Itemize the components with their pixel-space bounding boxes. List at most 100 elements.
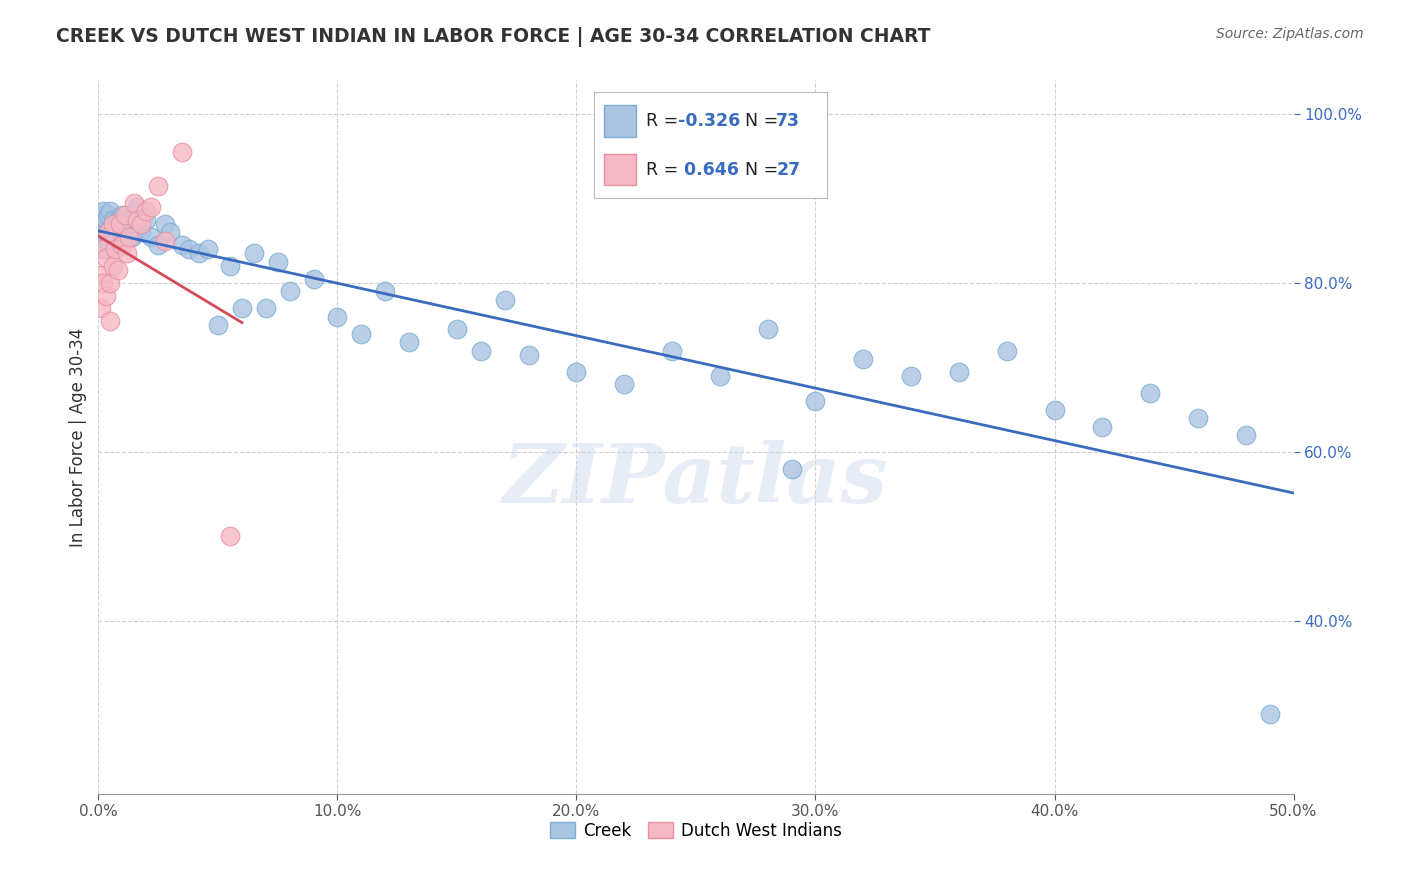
Point bbox=[107, 212, 129, 227]
Point bbox=[709, 368, 731, 383]
Point bbox=[254, 301, 277, 316]
Point bbox=[97, 225, 120, 239]
Point bbox=[107, 221, 129, 235]
Point bbox=[900, 368, 922, 383]
Point bbox=[187, 246, 209, 260]
Point bbox=[374, 285, 396, 299]
Point bbox=[124, 217, 146, 231]
Point bbox=[91, 234, 114, 248]
Point bbox=[125, 212, 148, 227]
Point bbox=[267, 255, 290, 269]
Point bbox=[98, 204, 122, 219]
Point bbox=[995, 343, 1018, 358]
Point bbox=[661, 343, 683, 358]
Point bbox=[104, 242, 127, 256]
Point bbox=[118, 212, 141, 227]
Point bbox=[94, 242, 117, 256]
Point bbox=[1234, 428, 1257, 442]
Point bbox=[91, 276, 114, 290]
Point bbox=[115, 217, 138, 231]
Point bbox=[1139, 385, 1161, 400]
Point bbox=[125, 200, 148, 214]
Text: ZIPatlas: ZIPatlas bbox=[503, 440, 889, 520]
Point bbox=[104, 234, 127, 248]
Point bbox=[197, 242, 219, 256]
Point bbox=[90, 301, 112, 316]
Point bbox=[398, 334, 420, 349]
Point bbox=[613, 377, 636, 392]
Point bbox=[90, 225, 112, 239]
Point bbox=[98, 314, 122, 328]
Point bbox=[243, 246, 266, 260]
Point bbox=[118, 229, 141, 244]
Point bbox=[278, 285, 301, 299]
Point bbox=[446, 322, 468, 336]
Point bbox=[231, 301, 253, 316]
Point bbox=[852, 351, 875, 366]
Point bbox=[90, 268, 112, 282]
Point bbox=[219, 529, 242, 543]
Point bbox=[94, 251, 117, 265]
Point bbox=[135, 212, 157, 227]
Point bbox=[155, 234, 177, 248]
Point bbox=[97, 208, 120, 222]
Point bbox=[135, 204, 157, 219]
Point bbox=[111, 208, 134, 222]
Point bbox=[131, 217, 153, 231]
Point bbox=[90, 217, 112, 231]
Point bbox=[115, 246, 138, 260]
Point bbox=[302, 271, 325, 285]
Point bbox=[350, 326, 373, 341]
Point bbox=[121, 229, 143, 244]
Point bbox=[98, 221, 122, 235]
Point bbox=[494, 293, 516, 307]
Point bbox=[114, 229, 136, 244]
Legend: Creek, Dutch West Indians: Creek, Dutch West Indians bbox=[543, 815, 849, 847]
Point bbox=[90, 229, 112, 244]
Point bbox=[107, 263, 129, 277]
Point bbox=[91, 217, 114, 231]
Point bbox=[94, 229, 117, 244]
Point bbox=[104, 217, 127, 231]
Point bbox=[756, 322, 779, 336]
Point bbox=[111, 225, 134, 239]
Point bbox=[1091, 419, 1114, 434]
Text: CREEK VS DUTCH WEST INDIAN IN LABOR FORCE | AGE 30-34 CORRELATION CHART: CREEK VS DUTCH WEST INDIAN IN LABOR FORC… bbox=[56, 27, 931, 46]
Y-axis label: In Labor Force | Age 30-34: In Labor Force | Age 30-34 bbox=[69, 327, 87, 547]
Point bbox=[148, 178, 170, 193]
Point bbox=[90, 208, 112, 222]
Point bbox=[101, 217, 124, 231]
Point bbox=[114, 208, 136, 222]
Point bbox=[155, 217, 177, 231]
Point bbox=[219, 259, 242, 273]
Point bbox=[91, 204, 114, 219]
Point bbox=[91, 242, 114, 256]
Point bbox=[131, 225, 153, 239]
Point bbox=[207, 318, 229, 333]
Point bbox=[517, 348, 540, 362]
Point bbox=[124, 195, 146, 210]
Point bbox=[1187, 411, 1209, 425]
Point bbox=[804, 394, 827, 409]
Point bbox=[94, 288, 117, 302]
Point bbox=[780, 462, 803, 476]
Point bbox=[148, 238, 170, 252]
Point bbox=[1043, 402, 1066, 417]
Point bbox=[172, 238, 194, 252]
Point bbox=[94, 212, 117, 227]
Text: Source: ZipAtlas.com: Source: ZipAtlas.com bbox=[1216, 27, 1364, 41]
Point bbox=[98, 276, 122, 290]
Point bbox=[326, 310, 349, 324]
Point bbox=[172, 145, 194, 159]
Point bbox=[97, 225, 120, 239]
Point bbox=[179, 242, 201, 256]
Point bbox=[108, 217, 131, 231]
Point bbox=[90, 242, 112, 256]
Point bbox=[101, 212, 124, 227]
Point bbox=[139, 200, 162, 214]
Point bbox=[470, 343, 492, 358]
Point bbox=[139, 229, 162, 244]
Point bbox=[101, 259, 124, 273]
Point bbox=[948, 365, 970, 379]
Point bbox=[159, 225, 181, 239]
